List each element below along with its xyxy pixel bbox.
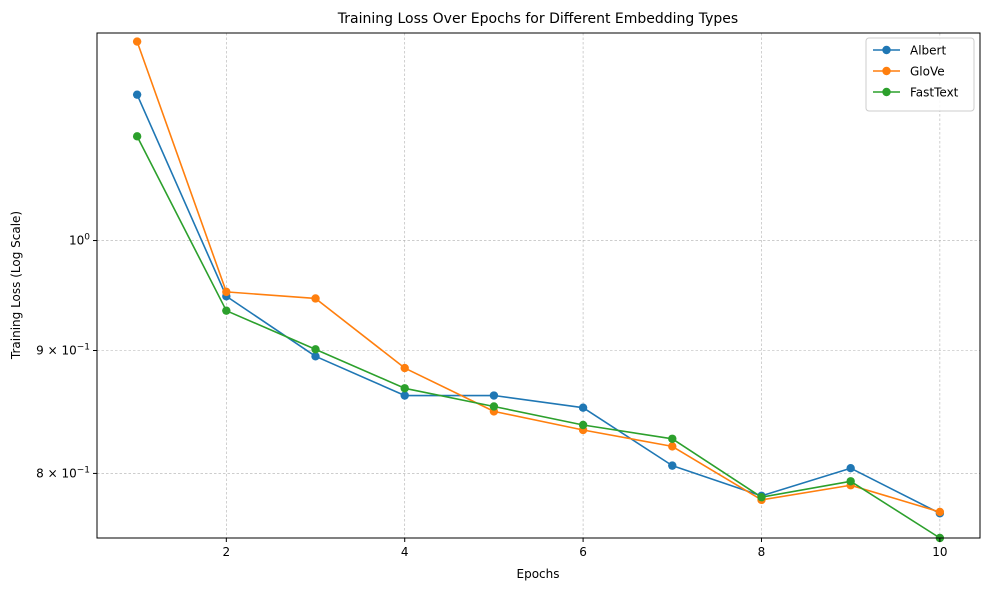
- series-albert: [132, 90, 945, 518]
- data-point: [132, 90, 142, 99]
- legend-marker: [882, 66, 891, 76]
- data-point: [311, 294, 320, 303]
- series-line: [136, 135, 941, 539]
- y-axis-label: Training Loss (Log Scale): [9, 211, 23, 360]
- data-point: [935, 507, 945, 517]
- legend-marker: [882, 45, 891, 55]
- data-point: [578, 420, 588, 430]
- x-axis-label: Epochs: [517, 567, 560, 581]
- x-tick-label: 8: [758, 545, 766, 559]
- series-group: [132, 37, 945, 543]
- data-point: [222, 306, 231, 315]
- data-point: [668, 442, 677, 451]
- data-point: [489, 402, 499, 411]
- data-point: [846, 464, 855, 473]
- grid-lines: [97, 33, 980, 538]
- data-point: [400, 384, 409, 393]
- x-tick-label: 6: [579, 545, 587, 559]
- data-point: [578, 403, 588, 412]
- plot-frame: [96, 32, 981, 539]
- data-point: [311, 352, 320, 361]
- y-tick-label: 9 × 10−1: [36, 342, 90, 357]
- data-point: [400, 363, 409, 373]
- legend-marker: [882, 87, 891, 97]
- y-tick-label: 100: [69, 233, 90, 248]
- legend-label: Albert: [910, 44, 946, 58]
- series-fasttext: [132, 132, 945, 543]
- data-point: [846, 477, 855, 486]
- y-tick-label: 8 × 10−1: [36, 465, 90, 480]
- data-point: [132, 132, 142, 141]
- data-point: [489, 391, 499, 400]
- series-line: [136, 41, 941, 513]
- legend: Albert GloVe FastText: [865, 37, 975, 112]
- axis-ticks: 2 4 6 8 10 100 9 × 10−1 8 × 10−1: [36, 233, 947, 559]
- data-point: [222, 287, 231, 297]
- series-line: [136, 94, 941, 515]
- data-point: [132, 37, 142, 46]
- legend-label: GloVe: [910, 65, 945, 79]
- data-point: [668, 434, 677, 443]
- data-point: [757, 492, 766, 502]
- x-tick-label: 10: [932, 545, 947, 559]
- x-tick-label: 2: [223, 545, 231, 559]
- x-tick-label: 4: [401, 545, 409, 559]
- series-glove: [132, 37, 945, 517]
- data-point: [400, 391, 409, 400]
- chart-title: Training Loss Over Epochs for Different …: [337, 11, 738, 27]
- legend-label: FastText: [910, 86, 959, 100]
- data-point: [311, 345, 320, 354]
- data-point: [668, 461, 677, 470]
